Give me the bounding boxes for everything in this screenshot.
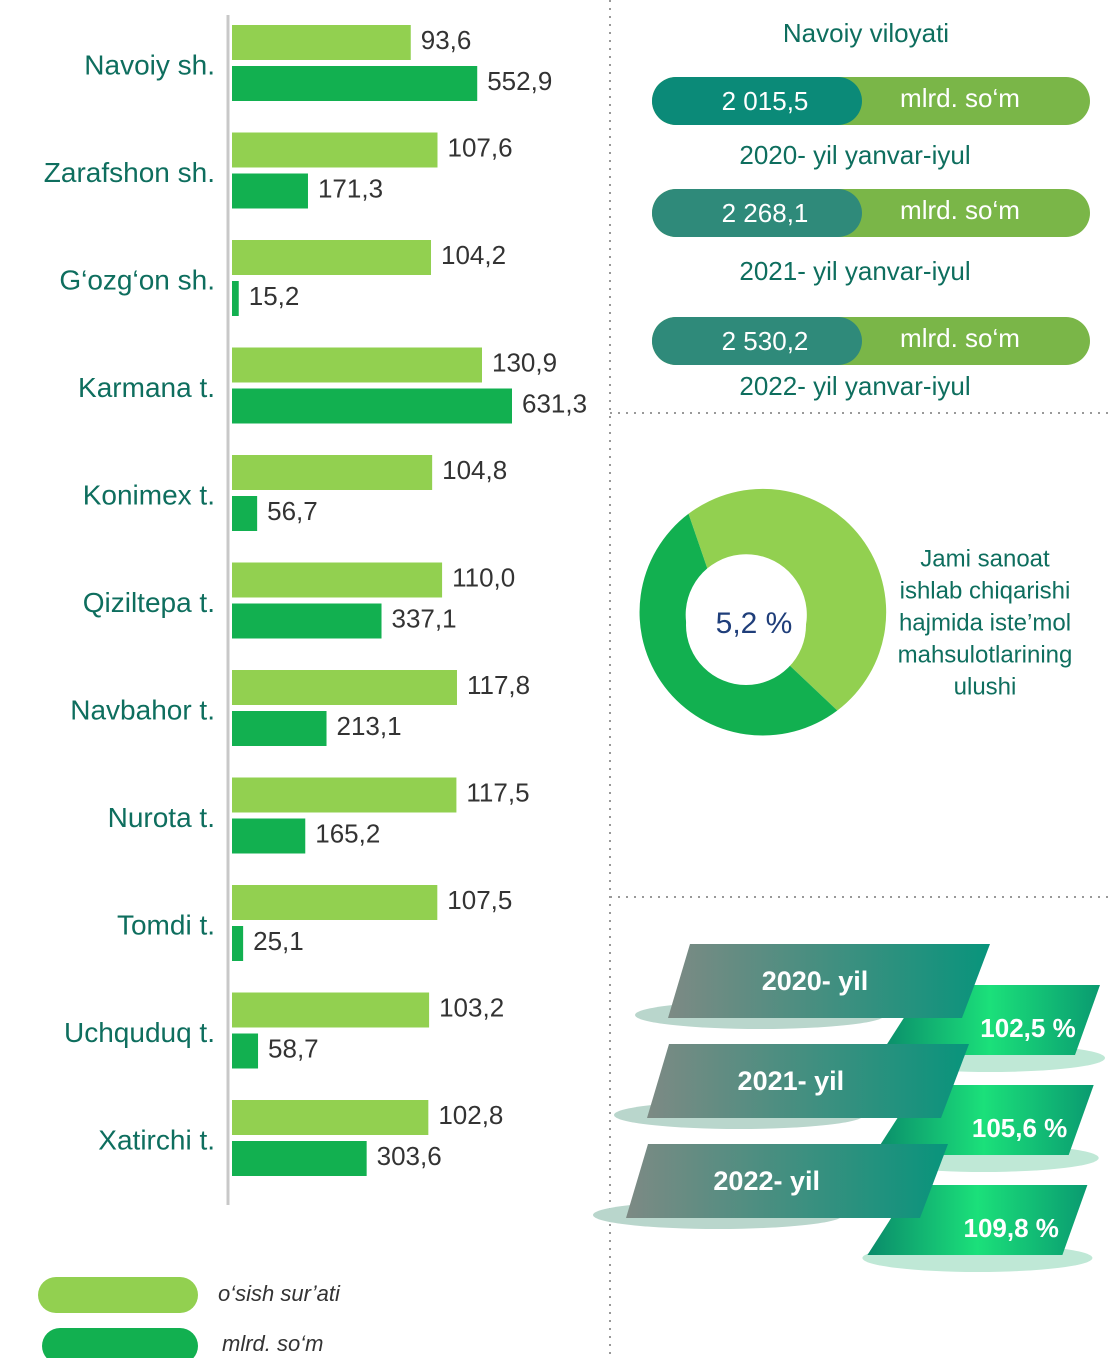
period-label: 2021- yil yanvar-iyul — [739, 256, 970, 286]
bar — [232, 240, 432, 275]
category-label: Qiziltepa t. — [83, 587, 215, 618]
period-label: 2022- yil yanvar-iyul — [739, 371, 970, 401]
value-label: 25,1 — [253, 926, 304, 956]
value-label: 110,0 — [452, 562, 515, 592]
bar — [232, 777, 457, 813]
category-label: Zarafshon sh. — [44, 157, 215, 188]
bar — [232, 1100, 429, 1135]
growth-value: 109,8 % — [963, 1213, 1058, 1243]
category-label: Karmana t. — [78, 372, 215, 403]
legend-swatch — [42, 1328, 198, 1358]
category-label: Xatirchi t. — [98, 1124, 215, 1155]
value-label: 103,2 — [439, 992, 504, 1022]
bar — [232, 603, 382, 639]
total-unit: mlrd. so‘m — [900, 323, 1020, 353]
year-label: 2021- yil — [738, 1066, 845, 1096]
bar — [232, 388, 512, 424]
bar — [232, 992, 430, 1028]
growth-value: 105,6 % — [972, 1113, 1067, 1143]
year-label: 2020- yil — [762, 966, 869, 996]
value-label: 102,8 — [438, 1100, 503, 1130]
value-label: 107,6 — [448, 132, 513, 162]
value-label: 104,8 — [442, 455, 507, 485]
share-caption: hajmida iste’mol — [899, 609, 1071, 636]
bar — [232, 66, 478, 101]
growth-value: 102,5 % — [980, 1013, 1075, 1043]
value-label: 171,3 — [318, 173, 383, 203]
bar — [232, 562, 443, 598]
value-label: 117,8 — [467, 670, 530, 700]
bar — [232, 132, 438, 168]
category-label: G‘ozg‘on sh. — [59, 264, 215, 295]
legend-label: o‘sish sur’ati — [218, 1281, 341, 1306]
bar — [232, 347, 482, 383]
category-label: Konimex t. — [83, 479, 215, 510]
bar — [232, 173, 308, 209]
bar — [232, 1141, 367, 1176]
share-caption: Jami sanoat — [920, 545, 1050, 572]
category-label: Nurota t. — [108, 802, 215, 833]
bar — [232, 496, 258, 531]
category-label: Tomdi t. — [117, 909, 215, 940]
value-label: 56,7 — [267, 496, 318, 526]
share-value: 5,2 % — [716, 607, 793, 640]
value-label: 130,9 — [492, 347, 557, 377]
category-label: Navbahor t. — [70, 694, 215, 725]
bar — [232, 818, 306, 854]
pill-value-bg — [652, 77, 862, 125]
total-value: 2 268,1 — [722, 198, 809, 228]
value-label: 104,2 — [441, 240, 506, 270]
year-shape — [668, 944, 990, 1018]
year-shape — [647, 1044, 969, 1118]
value-label: 213,1 — [337, 711, 402, 741]
total-value: 2 015,5 — [722, 86, 809, 116]
value-label: 631,3 — [522, 388, 587, 418]
legend-label: mlrd. so‘m — [222, 1331, 323, 1356]
share-caption: ishlab chiqarishi — [900, 577, 1071, 604]
value-label: 58,7 — [268, 1033, 319, 1063]
value-label: 117,5 — [466, 777, 529, 807]
value-label: 337,1 — [392, 603, 457, 633]
share-caption: mahsulotlarining — [898, 641, 1073, 668]
share-caption: ulushi — [954, 673, 1017, 700]
donut-segment — [688, 488, 887, 711]
total-value: 2 530,2 — [722, 326, 809, 356]
category-label: Navoiy sh. — [84, 49, 215, 80]
value-label: 93,6 — [421, 25, 472, 55]
bar — [232, 885, 438, 920]
year-label: 2022- yil — [713, 1166, 820, 1196]
total-unit: mlrd. so‘m — [900, 195, 1020, 225]
category-label: Uchquduq t. — [64, 1017, 215, 1048]
bar — [232, 670, 457, 705]
value-label: 15,2 — [249, 281, 300, 311]
value-label: 107,5 — [447, 885, 512, 915]
value-label: 303,6 — [377, 1141, 442, 1171]
pill-value-bg — [652, 189, 862, 237]
bar — [232, 711, 327, 746]
total-unit: mlrd. so‘m — [900, 83, 1020, 113]
bar — [232, 926, 244, 961]
legend-swatch — [38, 1277, 198, 1313]
region-title: Navoiy viloyati — [783, 18, 949, 48]
value-label: 165,2 — [315, 818, 380, 848]
bar — [232, 25, 411, 60]
bar — [232, 281, 239, 316]
pill-value-bg — [652, 317, 862, 365]
value-label: 552,9 — [487, 66, 552, 96]
donut-hole — [686, 565, 806, 685]
donut-segment — [639, 513, 838, 736]
bar — [232, 455, 433, 490]
bar — [232, 1033, 259, 1069]
year-shape — [626, 1144, 948, 1218]
period-label: 2020- yil yanvar-iyul — [739, 140, 970, 170]
